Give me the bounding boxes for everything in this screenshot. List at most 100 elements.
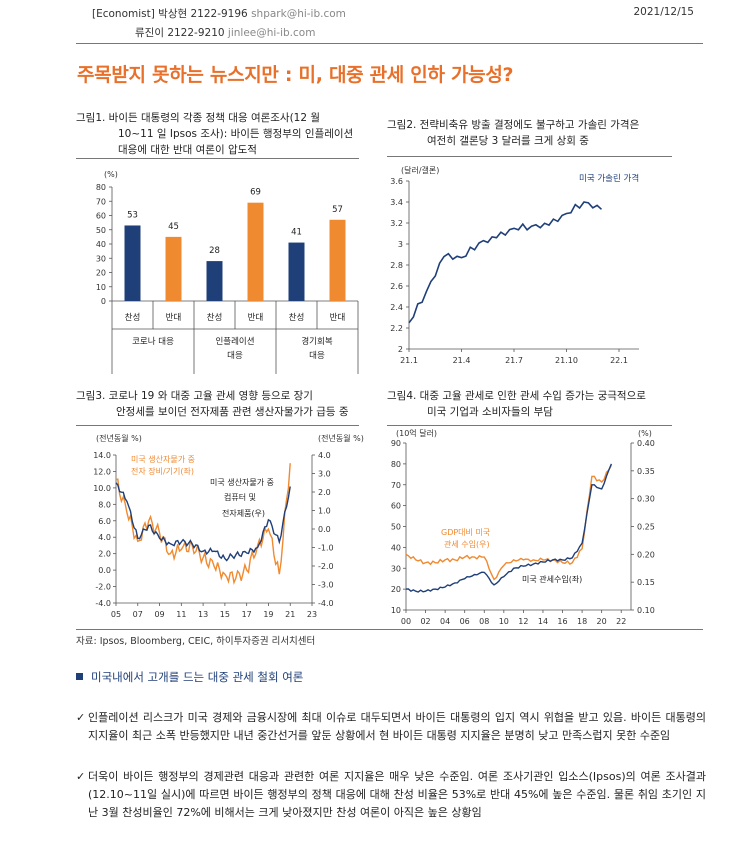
fig3-y-tick-label-right: 1.0 [318,507,331,516]
fig3-label-a1: 미국 생산자물가 중 [131,454,195,464]
fig4-y-tick-label-right: 0.30 [637,495,655,504]
fig4-y-tick-label-left: 70 [391,481,401,490]
fig3-caption-line2: 안정세를 보이던 전자제품 관련 생산자물가가 급등 중 [116,406,349,418]
fig3-caption: 그림3. 코로나 19 와 대중 고율 관세 영향 등으로 장기 안정세를 보이… [76,388,349,420]
fig4-y-tick-label-left: 90 [391,439,401,448]
fig2-y-tick-label: 2.2 [390,324,403,333]
checkmark-icon: ✓ [76,711,86,724]
fig3-x-tick-label: 15 [220,610,230,619]
fig2-caption: 그림2. 전략비축유 방출 결정에도 불구하고 가솔린 가격은 여전히 갤론당 … [387,117,639,149]
fig4-y-tick-label-left: 10 [391,606,401,615]
fig2-x-tick-label: 21.10 [555,356,578,365]
fig1-bar-label: 찬성 [289,312,305,323]
fig1-bar-value: 57 [332,205,343,215]
fig1-y-tick-label: 70 [96,197,106,206]
fig1-bar [124,225,141,301]
fig3-rule [76,425,359,426]
fig1-y-tick-label: 40 [96,240,106,249]
fig1-group-label: 인플레이션 [215,336,254,347]
source-note: 자료: Ipsos, Bloomberg, CEIC, 하이투자증권 리서치센터 [76,636,316,647]
fig2-x-tick-label: 21.7 [505,356,523,365]
header-rule [76,43,703,44]
fig4-y-tick-label-right: 0.35 [637,467,655,476]
fig3-caption-line1: 그림3. 코로나 19 와 대중 고율 관세 영향 등으로 장기 [76,390,313,402]
fig3-x-tick-label: 07 [133,610,143,619]
fig4-label-a2: 관세 수입(우) [444,539,490,549]
fig3-y-tick-label-left: -4.0 [95,599,111,608]
fig1-caption-line3: 대응에 대한 반대 여론이 압도적 [118,144,257,156]
fig4-x-tick-label: 14 [538,617,548,626]
fig4-x-tick-label: 00 [401,617,411,626]
fig4-x-tick-label: 06 [460,617,470,626]
fig2-x-tick-label: 22.1 [610,356,628,365]
fig2-y-tick-label: 3.4 [390,198,403,207]
fig2-caption-line2: 여전히 갤론당 3 달러를 크게 상회 중 [427,135,589,147]
fig1-y-tick-label: 20 [96,269,106,278]
fig3-x-tick-label: 05 [111,610,121,619]
fig1-unit: (%) [104,170,118,179]
fig4-y-tick-label-right: 0.15 [637,578,655,587]
fig3-x-tick-label: 11 [176,610,186,619]
fig1-caption: 그림1. 바이든 대통령의 각종 정책 대응 여론조사(12 월 10~11 일… [76,110,353,158]
fig1-y-tick-label: 30 [96,254,106,263]
fig3-y-tick-label-left: 12.0 [93,467,111,476]
fig3-y-tick-label-right: 3.0 [318,470,331,479]
fig4-x-tick-label: 04 [440,617,450,626]
fig3-y-tick-label-left: 6.0 [98,517,111,526]
fig1-group-label: 코로나 대응 [132,337,174,347]
fig1-bar-value: 41 [291,228,302,238]
fig4-x-tick-label: 22 [616,617,626,626]
author-2-email[interactable]: jinlee@hi-ib.com [227,27,316,39]
fig4-line-chart: (10억 달러) (%) GDP대비 미국 관세 수입(우) 미국 관세수입(좌… [391,428,655,626]
fig2-y-tick-label: 2.8 [390,261,403,270]
section-heading-text: 미국내에서 고개를 드는 대중 관세 철회 여론 [91,670,304,684]
fig1-bar-value: 45 [168,222,179,232]
fig4-y-tick-label-right: 0.10 [637,606,655,615]
fig3-x-tick-label: 13 [198,610,208,619]
fig2-caption-line1: 그림2. 전략비축유 방출 결정에도 불구하고 가솔린 가격은 [387,119,640,131]
fig4-y-tick-label-right: 0.20 [637,550,655,559]
report-date: 2021/12/15 [633,6,694,18]
fig1-y-tick-label: 10 [96,283,106,292]
author-1-label: [Economist] 박상현 2122-9196 [92,8,248,20]
fig1-bar-label: 반대 [166,312,182,323]
fig3-series-line-left [115,463,291,586]
fig1-bar [165,236,182,301]
author-2-label: 류진이 2122-9210 [135,27,225,39]
author-1-email[interactable]: shpark@hi-ib.com [251,8,346,20]
fig4-y-tick-label-left: 30 [391,564,401,573]
fig1-rule [76,158,359,159]
fig3-unit-right: (전년동월 %) [318,433,364,443]
fig3-unit-left: (전년동월 %) [96,433,142,443]
paragraph-1-text: 인플레이션 리스크가 미국 경제와 금융시장에 최대 이슈로 대두되면서 바이든… [88,711,706,742]
fig4-caption: 그림4. 대중 고율 관세로 인한 관세 수입 증가는 궁극적으로 미국 기업과… [387,388,646,420]
checkmark-icon: ✓ [76,770,86,783]
fig1-bar-label: 찬성 [125,312,141,323]
fig3-y-tick-label-left: 4.0 [98,533,111,542]
fig3-y-tick-label-right: -1.0 [318,544,334,553]
fig4-y-tick-label-right: 0.40 [637,439,655,448]
fig2-x-tick-label: 21.1 [400,356,418,365]
fig1-bar [247,202,264,301]
fig4-x-tick-label: 16 [557,617,567,626]
fig3-y-tick-label-left: 10.0 [93,484,111,493]
fig3-x-tick-label: 21 [285,610,295,619]
fig4-x-tick-label: 08 [479,617,489,626]
fig3-y-tick-label-left: 2.0 [98,550,111,559]
fig2-y-tick-label: 2.6 [390,282,403,291]
fig1-bar [288,242,305,301]
fig4-series-line-left [405,463,613,593]
fig3-line-chart: (전년동월 %) (전년동월 %) 미국 생산자물가 중 전자 장비/기기(좌)… [93,433,364,619]
fig4-series-line-right [405,464,613,581]
fig4-unit-left: (10억 달러) [396,428,437,438]
fig3-x-tick-label: 23 [307,610,317,619]
fig1-bar-value: 53 [127,210,138,220]
fig3-x-tick-label: 09 [154,610,164,619]
fig2-line-chart: (달러/갤론) 미국 가솔린 가격 2 2.2 2.4 2.6 2.8 3 3.2 3.4 3.… [390,165,639,365]
fig2-y-tick-label: 3.2 [390,219,403,228]
figures-bottom-rule [76,629,703,630]
fig2-y-tick-label: 2.4 [390,303,403,312]
fig3-label-b3: 전자제품(우) [222,508,265,518]
fig2-rule [387,156,672,157]
fig1-bar-chart: (%) 0 10 20 30 40 50 60 70 80 53 45 28 69 41 57 찬성 반대 찬… [96,170,359,374]
